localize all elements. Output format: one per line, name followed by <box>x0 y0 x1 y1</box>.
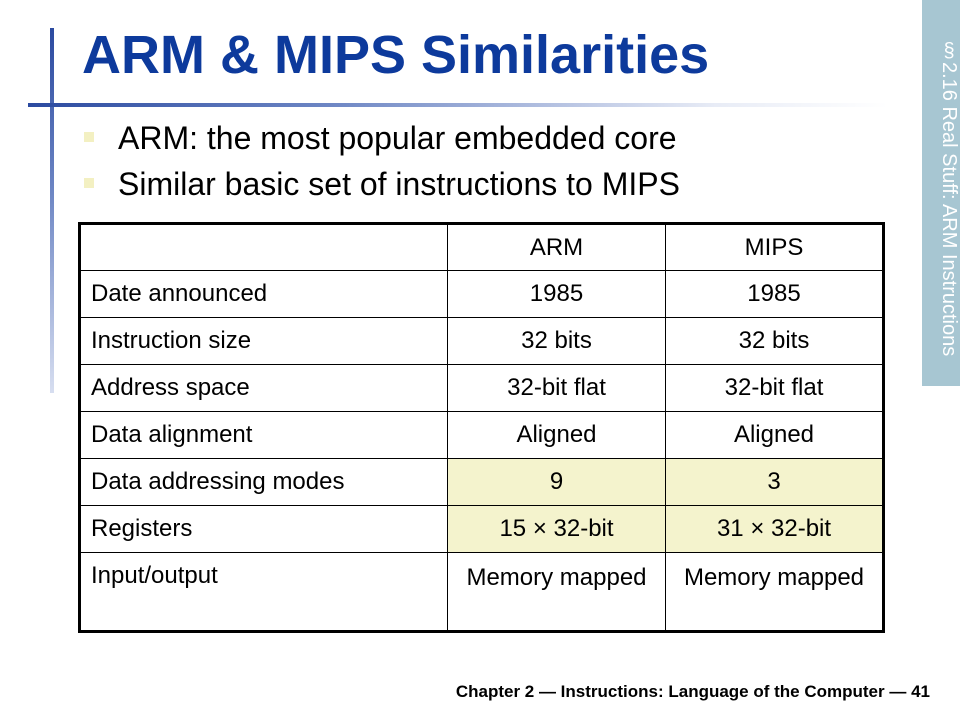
mips-value: 32 bits <box>665 317 884 365</box>
mips-value: 31 × 32-bit <box>665 505 884 553</box>
bullet-list: ARM: the most popular embedded core Simi… <box>82 118 680 210</box>
slide-footer: Chapter 2 — Instructions: Language of th… <box>455 682 930 701</box>
mips-value: Memory mapped <box>665 552 884 632</box>
table-row: Data addressing modes 9 3 <box>79 458 884 506</box>
table-row: Instruction size 32 bits 32 bits <box>79 317 884 365</box>
square-bullet-icon <box>84 178 94 188</box>
table-row: Address space 32-bit flat 32-bit flat <box>79 364 884 412</box>
section-side-tab-text: §2.16 Real Stuff: ARM Instructions <box>938 39 960 357</box>
table-header-cell: MIPS <box>665 223 884 271</box>
table-header-cell <box>79 223 448 271</box>
decorative-vertical-rule <box>50 28 54 393</box>
arm-value: Memory mapped <box>447 552 666 632</box>
bullet-text: Similar basic set of instructions to MIP… <box>118 166 680 202</box>
mips-value: 32-bit flat <box>665 364 884 412</box>
table-header-cell: ARM <box>447 223 666 271</box>
bullet-text: ARM: the most popular embedded core <box>118 120 677 156</box>
arm-value: 1985 <box>447 270 666 318</box>
comparison-table: ARM MIPS Date announced 1985 1985 Instru… <box>78 222 885 633</box>
row-label: Data alignment <box>79 411 448 459</box>
arm-value: 15 × 32-bit <box>447 505 666 553</box>
table-row: Registers 15 × 32-bit 31 × 32-bit <box>79 505 884 553</box>
mips-value: Aligned <box>665 411 884 459</box>
row-label: Input/output <box>79 552 448 632</box>
row-label: Registers <box>79 505 448 553</box>
table-header-row: ARM MIPS <box>79 223 884 271</box>
row-label: Address space <box>79 364 448 412</box>
section-side-tab: §2.16 Real Stuff: ARM Instructions <box>922 0 960 386</box>
slide-title: ARM & MIPS Similarities <box>82 25 710 85</box>
row-label: Instruction size <box>79 317 448 365</box>
table-row: Date announced 1985 1985 <box>79 270 884 318</box>
square-bullet-icon <box>84 132 94 142</box>
table-row: Input/output Memory mapped Memory mapped <box>79 552 884 632</box>
bullet-item: Similar basic set of instructions to MIP… <box>82 164 680 210</box>
arm-value: 32 bits <box>447 317 666 365</box>
arm-value: 32-bit flat <box>447 364 666 412</box>
row-label: Data addressing modes <box>79 458 448 506</box>
arm-value: 9 <box>447 458 666 506</box>
mips-value: 1985 <box>665 270 884 318</box>
table-row: Data alignment Aligned Aligned <box>79 411 884 459</box>
bullet-item: ARM: the most popular embedded core <box>82 118 680 164</box>
row-label: Date announced <box>79 270 448 318</box>
decorative-horizontal-rule <box>28 103 888 107</box>
arm-value: Aligned <box>447 411 666 459</box>
mips-value: 3 <box>665 458 884 506</box>
